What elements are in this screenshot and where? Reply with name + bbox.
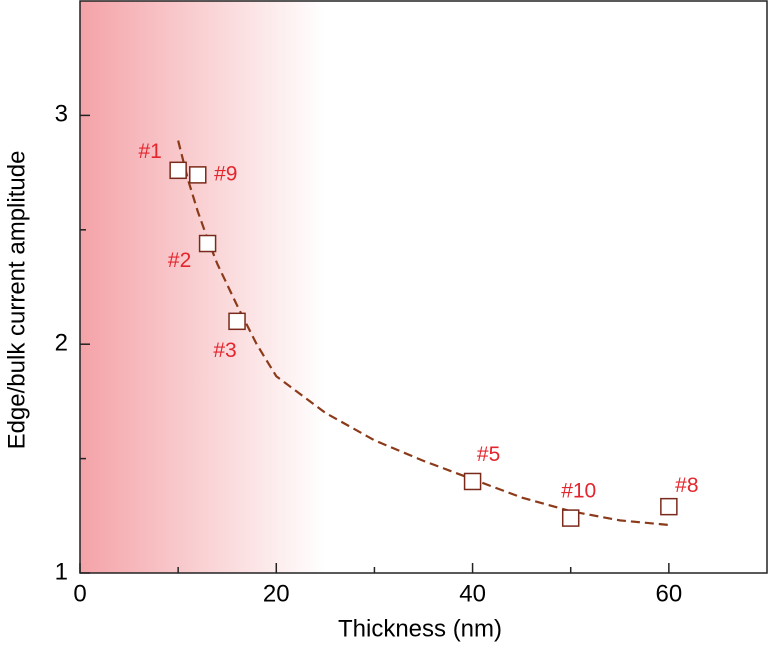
y-tick-label: 2 [55, 330, 68, 357]
data-point [660, 497, 678, 516]
plot-frame [79, 0, 768, 574]
x-tick-label: 40 [459, 580, 486, 607]
point-label: #3 [213, 339, 236, 362]
data-point [169, 161, 187, 180]
point-label: #9 [214, 162, 237, 185]
data-point [189, 166, 207, 184]
data-point [463, 472, 482, 491]
x-axis-label: Thickness (nm) [338, 615, 502, 642]
y-tick-label: 1 [55, 558, 68, 585]
x-tick-label: 0 [73, 580, 86, 607]
point-label: #5 [477, 443, 500, 466]
point-label: #2 [168, 249, 191, 272]
fit-curve [177, 140, 669, 527]
point-label: #1 [138, 140, 161, 163]
data-point [198, 234, 217, 253]
y-tick-label: 3 [55, 101, 68, 128]
x-tick-label: 20 [263, 580, 290, 607]
x-tick-label: 60 [656, 580, 683, 607]
data-point [228, 312, 246, 331]
shaded-region [80, 1, 326, 573]
y-axis-label: Edge/bulk current amplitude [3, 151, 30, 450]
point-label: #10 [561, 480, 596, 503]
point-label: #8 [675, 474, 698, 497]
data-point [561, 509, 580, 527]
